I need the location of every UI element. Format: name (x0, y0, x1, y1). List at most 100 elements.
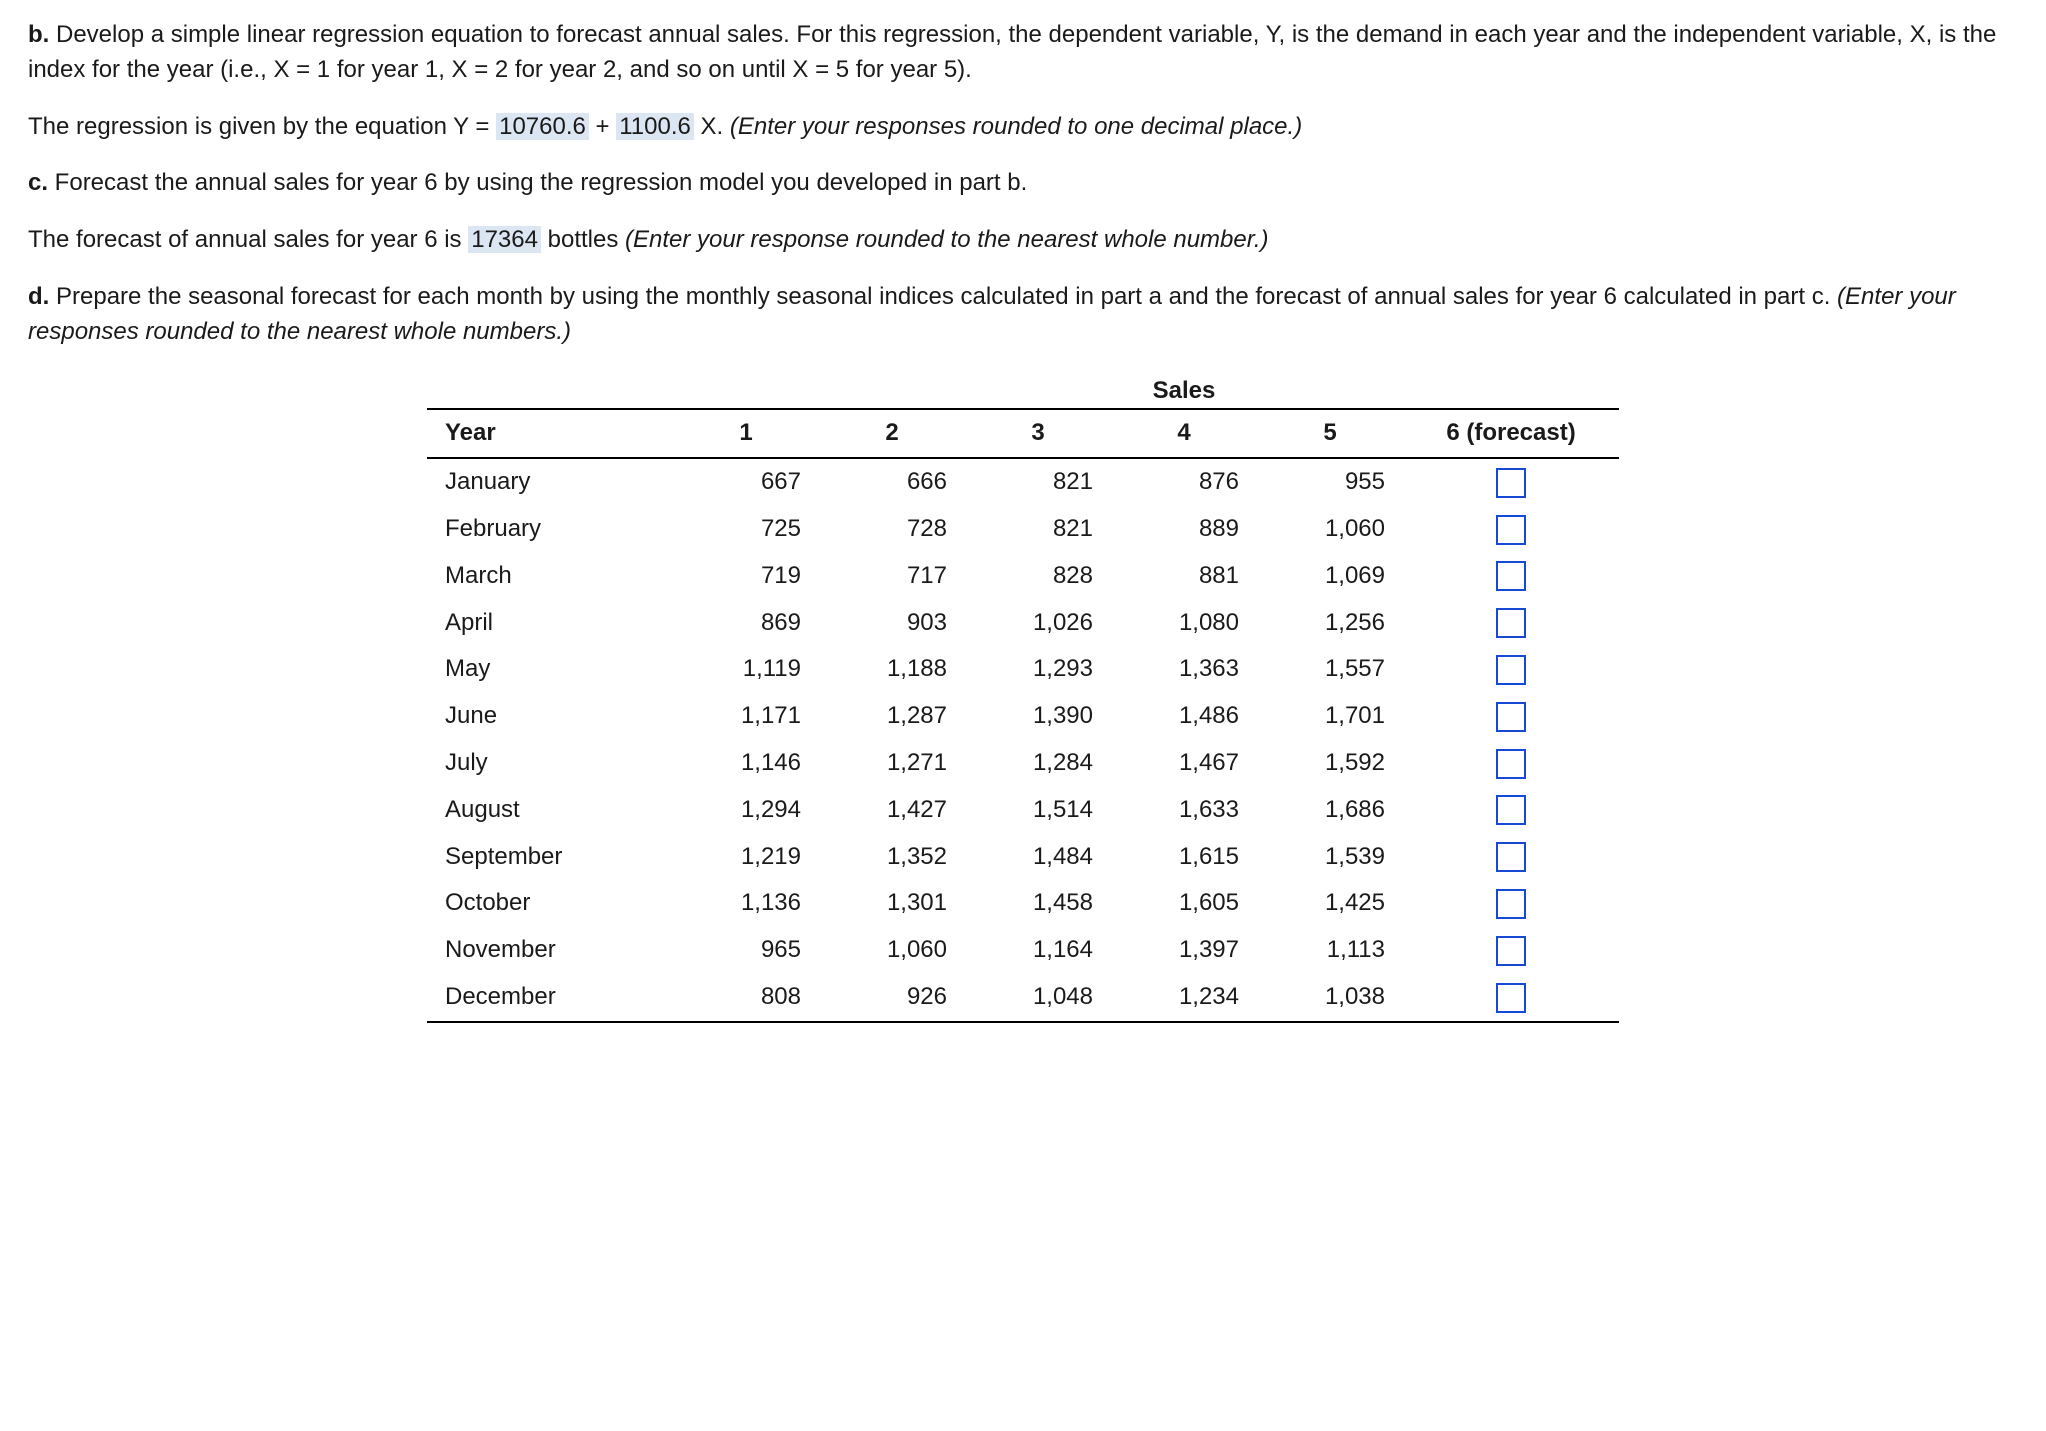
sales-cell: 1,390 (965, 693, 1111, 740)
sales-cell: 725 (673, 506, 819, 553)
sales-cell: 869 (673, 600, 819, 647)
month-cell: February (427, 506, 673, 553)
sales-cell: 1,294 (673, 787, 819, 834)
eq-after-slope: X. (694, 113, 730, 140)
sales-table-wrap: Sales Year 1 2 3 4 5 6 (forecast) Januar… (28, 372, 2018, 1023)
month-cell: July (427, 740, 673, 787)
sales-cell: 1,458 (965, 880, 1111, 927)
sales-cell: 1,271 (819, 740, 965, 787)
part-d-label: d. (28, 283, 49, 310)
forecast-cell (1403, 458, 1619, 506)
sales-cell: 1,352 (819, 834, 965, 881)
forecast-input[interactable] (1496, 608, 1526, 638)
forecast-input[interactable] (1496, 795, 1526, 825)
sales-cell: 1,038 (1257, 974, 1403, 1022)
sales-cell: 1,119 (673, 646, 819, 693)
sales-cell: 1,048 (965, 974, 1111, 1022)
forecast-input[interactable] (1496, 749, 1526, 779)
sales-cell: 1,486 (1111, 693, 1257, 740)
table-row: June1,1711,2871,3901,4861,701 (427, 693, 1619, 740)
sales-cell: 821 (965, 506, 1111, 553)
month-cell: May (427, 646, 673, 693)
eq-prefix: The regression is given by the equation … (28, 113, 496, 140)
part-b-text: Develop a simple linear regression equat… (28, 21, 1996, 83)
sales-cell: 1,188 (819, 646, 965, 693)
forecast-suffix: bottles (541, 226, 625, 253)
sales-cell: 719 (673, 553, 819, 600)
forecast-input[interactable] (1496, 936, 1526, 966)
sales-cell: 926 (819, 974, 965, 1022)
table-row: May1,1191,1881,2931,3631,557 (427, 646, 1619, 693)
problem-page: b. Develop a simple linear regression eq… (0, 0, 2046, 1063)
forecast-cell (1403, 693, 1619, 740)
sales-cell: 1,234 (1111, 974, 1257, 1022)
forecast-input[interactable] (1496, 561, 1526, 591)
sales-cell: 1,284 (965, 740, 1111, 787)
table-row: October1,1361,3011,4581,6051,425 (427, 880, 1619, 927)
month-cell: September (427, 834, 673, 881)
forecast-prefix: The forecast of annual sales for year 6 … (28, 226, 468, 253)
table-row: March7197178288811,069 (427, 553, 1619, 600)
sales-cell: 1,467 (1111, 740, 1257, 787)
col-year-2: 2 (819, 409, 965, 458)
sales-cell: 876 (1111, 458, 1257, 506)
forecast-cell (1403, 787, 1619, 834)
sales-cell: 881 (1111, 553, 1257, 600)
forecast-cell (1403, 553, 1619, 600)
sales-cell: 1,605 (1111, 880, 1257, 927)
sales-cell: 965 (673, 927, 819, 974)
sales-cell: 828 (965, 553, 1111, 600)
sales-cell: 1,164 (965, 927, 1111, 974)
forecast-input[interactable] (1496, 702, 1526, 732)
col-forecast: 6 (forecast) (1403, 409, 1619, 458)
sales-cell: 889 (1111, 506, 1257, 553)
table-row: September1,2191,3521,4841,6151,539 (427, 834, 1619, 881)
forecast-input[interactable] (1496, 842, 1526, 872)
sales-cell: 1,557 (1257, 646, 1403, 693)
part-c-answer: The forecast of annual sales for year 6 … (28, 223, 2018, 258)
forecast-input[interactable] (1496, 515, 1526, 545)
month-cell: August (427, 787, 673, 834)
sales-cell: 1,701 (1257, 693, 1403, 740)
sales-cell: 821 (965, 458, 1111, 506)
sales-cell: 1,146 (673, 740, 819, 787)
table-row: February7257288218891,060 (427, 506, 1619, 553)
sales-cell: 667 (673, 458, 819, 506)
month-cell: October (427, 880, 673, 927)
month-cell: March (427, 553, 673, 600)
sales-cell: 903 (819, 600, 965, 647)
col-year-1: 1 (673, 409, 819, 458)
eq-intercept-value: 10760.6 (496, 113, 589, 140)
forecast-input[interactable] (1496, 983, 1526, 1013)
eq-plus: + (589, 113, 616, 140)
part-b-question: b. Develop a simple linear regression eq… (28, 18, 2018, 88)
forecast-input[interactable] (1496, 889, 1526, 919)
sales-cell: 1,069 (1257, 553, 1403, 600)
part-c-hint: (Enter your response rounded to the near… (625, 226, 1268, 253)
sales-cell: 1,397 (1111, 927, 1257, 974)
sales-cell: 1,363 (1111, 646, 1257, 693)
sales-cell: 808 (673, 974, 819, 1022)
sales-cell: 1,592 (1257, 740, 1403, 787)
sales-cell: 1,113 (1257, 927, 1403, 974)
year-label: Year (427, 409, 673, 458)
forecast-cell (1403, 506, 1619, 553)
sales-cell: 666 (819, 458, 965, 506)
sales-header: Sales (1111, 372, 1257, 410)
eq-slope-value: 1100.6 (616, 113, 694, 140)
sales-cell: 1,060 (819, 927, 965, 974)
forecast-cell (1403, 646, 1619, 693)
table-row: January667666821876955 (427, 458, 1619, 506)
forecast-input[interactable] (1496, 655, 1526, 685)
forecast-input[interactable] (1496, 468, 1526, 498)
sales-cell: 1,425 (1257, 880, 1403, 927)
part-c-label: c. (28, 169, 48, 196)
forecast-cell (1403, 600, 1619, 647)
part-b-hint: (Enter your responses rounded to one dec… (730, 113, 1302, 140)
sales-cell: 1,539 (1257, 834, 1403, 881)
sales-cell: 1,171 (673, 693, 819, 740)
sales-cell: 1,293 (965, 646, 1111, 693)
month-cell: December (427, 974, 673, 1022)
part-b-label: b. (28, 21, 49, 48)
month-cell: June (427, 693, 673, 740)
